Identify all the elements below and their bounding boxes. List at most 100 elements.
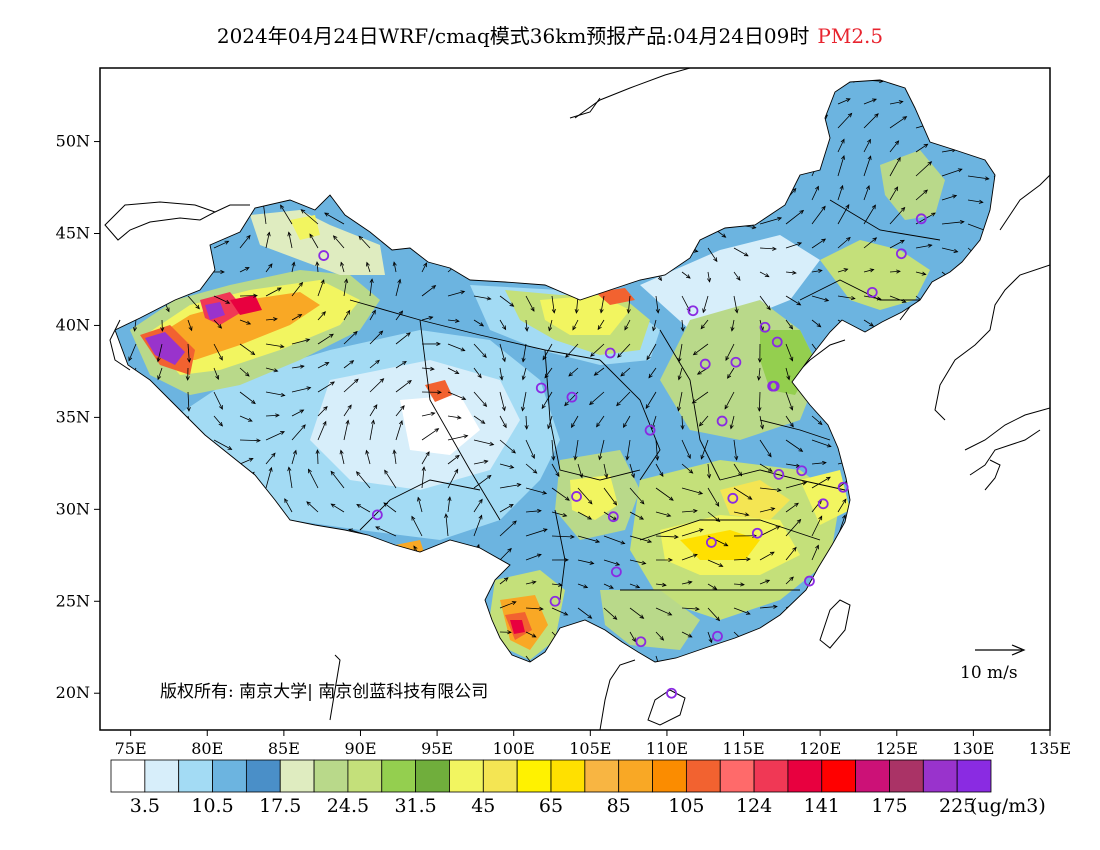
wind-arrow: [626, 295, 631, 314]
wind-arrow: [343, 404, 352, 417]
wind-arrow: [837, 138, 845, 153]
city-marker: [644, 424, 656, 436]
wind-arrow: [577, 559, 595, 565]
wind-arrow: [473, 514, 483, 537]
wind-arrow: [785, 295, 802, 306]
wind-arrow: [681, 463, 694, 474]
wind-arrow: [655, 487, 674, 501]
wind-arrow: [291, 338, 311, 345]
wind-arrow: [444, 513, 449, 537]
wind-arrow: [330, 470, 345, 489]
wind-arrow: [384, 469, 397, 489]
wind-arrow: [213, 240, 230, 249]
colorbar-swatch: [347, 759, 383, 793]
wind-arrow: [358, 235, 371, 249]
wind-arrow: [577, 535, 601, 544]
wind-arrow: [915, 243, 933, 249]
wind-arrow: [499, 391, 506, 412]
wind-arrow: [187, 295, 200, 310]
colorbar-tick-label: 45: [471, 795, 495, 817]
wind-arrow: [447, 454, 460, 465]
wind-arrow: [287, 231, 293, 249]
wind-arrow: [692, 343, 709, 356]
wind-arrow: [343, 360, 355, 369]
wind-arrow: [863, 155, 872, 177]
wind-arrow: [499, 547, 512, 561]
wind-arrow: [499, 367, 504, 381]
lon-tick-label: 120E: [799, 739, 841, 758]
wind-arrow: [473, 343, 487, 358]
wind-arrow: [308, 468, 319, 489]
wind-arrow: [291, 314, 303, 321]
wind-arrow: [447, 496, 452, 513]
wind-arrow: [889, 186, 899, 201]
wind-arrow: [655, 631, 665, 641]
colorbar-tick-label: 141: [804, 795, 840, 817]
wind-arrow: [655, 534, 679, 539]
wind-arrow: [915, 161, 933, 177]
wind-arrow: [785, 367, 791, 381]
wind-arrow: [284, 498, 293, 513]
wind-arrow: [837, 184, 844, 201]
wind-arrow: [421, 411, 436, 417]
wind-arrow: [317, 420, 327, 441]
wind-arrow: [707, 247, 718, 263]
wind-arrow: [551, 463, 560, 477]
colorbar-swatch: [178, 759, 213, 793]
wind-arrow: [421, 341, 441, 347]
wind-arrow: [785, 481, 808, 489]
wind-arrow: [889, 156, 901, 177]
wind-arrow: [265, 231, 271, 249]
colorbar-tick-label: 10.5: [191, 795, 233, 817]
wind-arrow: [889, 269, 901, 274]
city-marker: [666, 687, 677, 699]
wind-arrow: [340, 261, 345, 273]
wind-arrow: [265, 452, 276, 465]
wind-arrow: [525, 606, 544, 611]
city-marker: [610, 566, 622, 578]
map-title: 2024年04月24日WRF/cmaq模式36km预报产品:04月24日09时 P…: [0, 20, 1100, 49]
wind-arrow: [648, 367, 657, 379]
wind-arrow: [707, 271, 712, 283]
city-marker: [635, 636, 647, 648]
wind-arrow: [525, 528, 548, 537]
colorbar-swatch: [212, 759, 247, 793]
wind-arrow: [785, 415, 794, 428]
wind-arrow: [239, 234, 251, 249]
wind-arrow: [473, 474, 492, 489]
wind-arrow: [655, 655, 662, 662]
wind-arrow: [646, 343, 657, 361]
plot-frame: [99, 67, 1051, 731]
wind-arrow: [889, 295, 907, 303]
wind-arrow: [339, 449, 345, 465]
wind-arrow: [551, 487, 570, 501]
wind-arrow: [863, 185, 870, 201]
wind-arrow: [863, 204, 876, 225]
wind-arrow: [681, 487, 704, 495]
wind-arrow: [811, 439, 832, 448]
wind-arrow: [759, 604, 778, 609]
city-marker: [727, 492, 739, 504]
wind-arrow: [369, 378, 385, 393]
wind-arrow: [499, 520, 517, 537]
wind-arrow: [213, 367, 220, 381]
wind-arrow: [757, 391, 762, 412]
wind-arrow: [239, 319, 252, 325]
wind-arrow: [837, 154, 846, 177]
wind-arrow: [759, 551, 775, 561]
wind-arrow: [213, 343, 223, 361]
wind-arrow: [759, 246, 777, 251]
colorbar-swatch: [550, 759, 586, 793]
wind-arrow: [417, 496, 423, 513]
wind-arrow: [369, 330, 384, 345]
wind-arrow: [473, 319, 485, 327]
wind-arrow: [629, 607, 645, 619]
wind-arrow: [785, 242, 803, 249]
wind-arrow: [700, 439, 709, 460]
wind-arrow: [521, 391, 527, 412]
wind-arrow: [499, 504, 514, 513]
wind-arrow: [623, 415, 631, 429]
wind-arrow: [577, 463, 583, 479]
copyright-text: 版权所有: 南京大学| 南京创蓝科技有限公司: [160, 682, 488, 702]
